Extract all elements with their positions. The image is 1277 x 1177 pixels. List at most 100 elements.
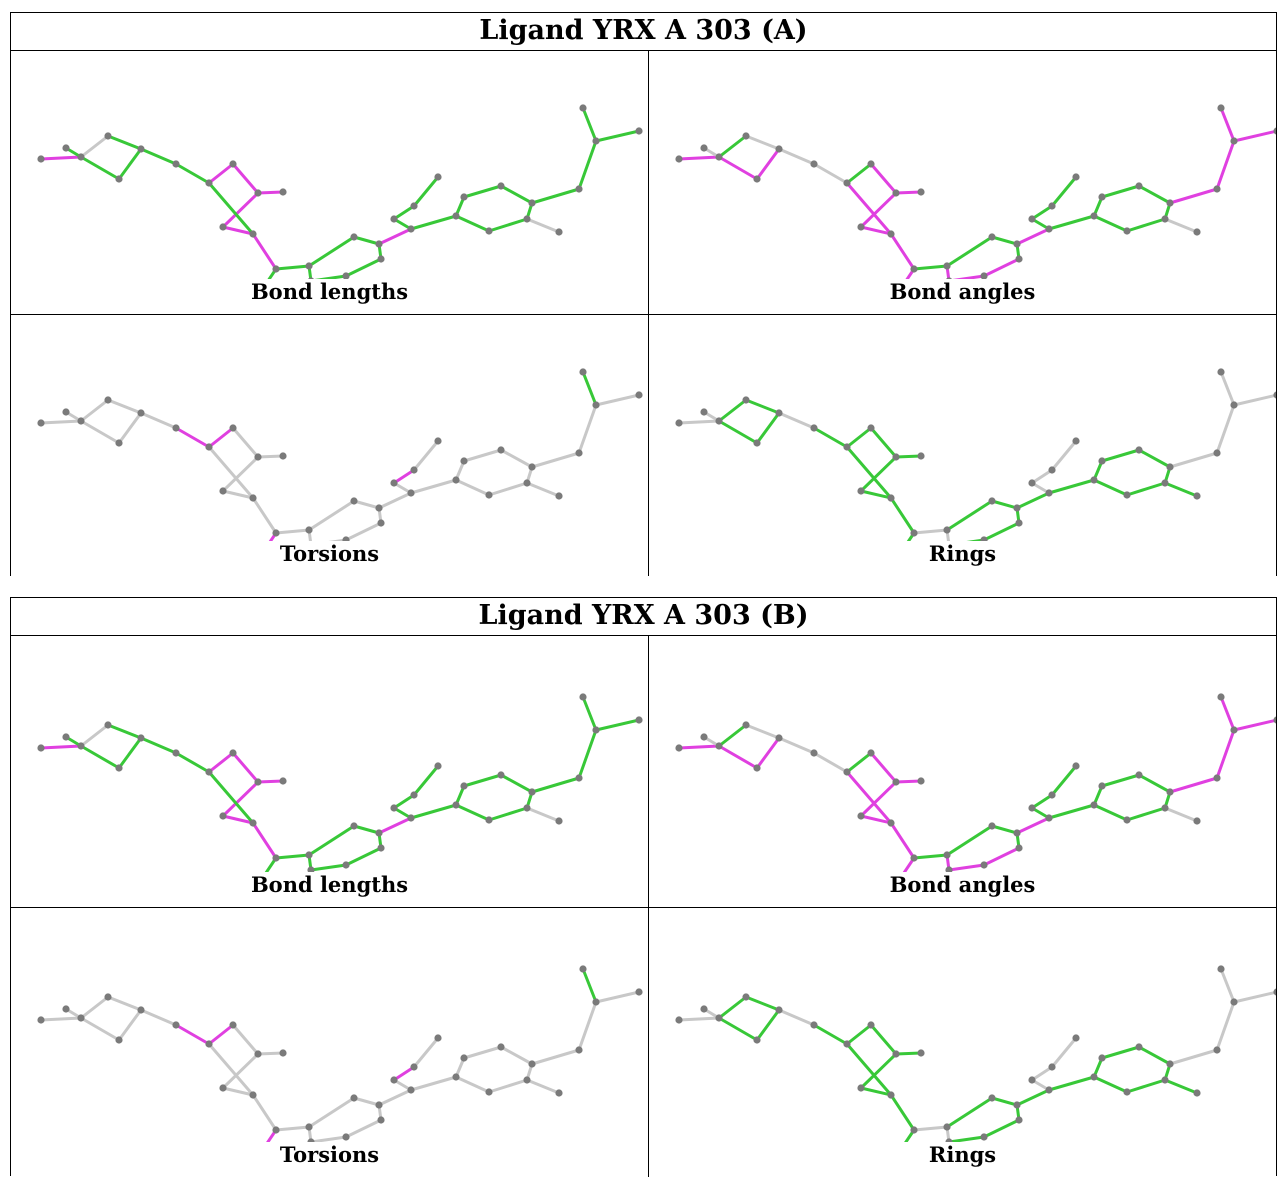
bond xyxy=(1092,478,1129,497)
atom xyxy=(715,1014,723,1022)
atom xyxy=(279,452,287,460)
bond xyxy=(409,214,458,231)
atom xyxy=(390,1076,398,1084)
atom xyxy=(700,733,708,741)
bond xyxy=(352,499,381,510)
atom xyxy=(1135,1043,1143,1051)
atom xyxy=(377,844,385,852)
bond xyxy=(717,723,748,748)
bond xyxy=(990,499,1019,510)
bond xyxy=(221,489,255,500)
bond xyxy=(392,468,416,485)
atom xyxy=(946,277,952,279)
bond xyxy=(39,419,83,425)
panel-caption: Bond angles xyxy=(889,279,1036,304)
atom xyxy=(229,424,237,432)
bond xyxy=(207,751,235,774)
bond xyxy=(487,217,529,233)
atom xyxy=(1217,965,1225,973)
bond xyxy=(251,496,278,535)
bond xyxy=(344,1118,383,1139)
panel-caption: Bond angles xyxy=(889,872,1036,897)
atom xyxy=(205,443,213,451)
atom xyxy=(1230,998,1238,1006)
atom xyxy=(434,1034,442,1042)
bond xyxy=(530,451,581,469)
atom xyxy=(892,189,900,197)
atom xyxy=(1015,255,1023,263)
bond xyxy=(577,728,598,780)
atom xyxy=(434,437,442,445)
atom xyxy=(887,819,895,827)
bond xyxy=(117,1008,143,1042)
bond xyxy=(947,1135,986,1142)
atom xyxy=(887,494,895,502)
atom xyxy=(375,829,383,837)
atom xyxy=(910,854,918,862)
atom xyxy=(892,453,900,461)
atom xyxy=(62,408,70,416)
atom xyxy=(910,529,918,537)
ligand-block-b: Ligand YRX A 303 (B) Bond lengths Bond a… xyxy=(10,597,1277,1177)
molecule-diagram xyxy=(37,965,643,1142)
molecule-diagram xyxy=(675,368,1276,541)
atom xyxy=(377,519,385,527)
bond xyxy=(859,455,898,493)
atom xyxy=(1015,519,1023,527)
atom xyxy=(988,1094,996,1102)
bond xyxy=(912,264,949,271)
bond xyxy=(525,217,561,234)
atom xyxy=(1013,829,1021,837)
atom xyxy=(307,866,315,872)
bond xyxy=(462,773,503,788)
atom xyxy=(137,145,145,153)
atom xyxy=(205,768,213,776)
atom xyxy=(104,396,112,404)
bond xyxy=(207,1042,255,1097)
atom xyxy=(1098,193,1106,201)
atom xyxy=(945,1138,953,1142)
atom xyxy=(892,778,900,786)
panel-bond-lengths: Bond lengths xyxy=(11,51,648,314)
bond xyxy=(352,235,381,246)
bond xyxy=(1219,967,1236,1004)
bond xyxy=(744,398,781,415)
atom xyxy=(1028,804,1036,812)
bond xyxy=(251,821,278,860)
bond xyxy=(499,184,534,205)
atom xyxy=(37,419,45,427)
bond xyxy=(207,426,235,449)
atom xyxy=(497,771,505,779)
atom xyxy=(635,391,643,399)
atom xyxy=(1015,844,1023,852)
atom xyxy=(775,409,783,417)
atom xyxy=(575,1046,583,1054)
bond xyxy=(744,134,781,151)
atom xyxy=(307,1138,315,1142)
atom xyxy=(943,1123,951,1131)
atom xyxy=(1028,215,1036,223)
molecule-diagram xyxy=(675,965,1276,1142)
bond xyxy=(328,538,348,541)
atom xyxy=(1135,446,1143,454)
atom xyxy=(342,861,350,869)
bond xyxy=(744,995,781,1012)
bond xyxy=(581,695,598,732)
atom xyxy=(917,188,925,196)
atom xyxy=(1045,1086,1053,1094)
bond xyxy=(1100,1045,1141,1060)
bond xyxy=(307,499,356,532)
atom xyxy=(887,1091,895,1099)
bond xyxy=(717,1016,759,1042)
atom xyxy=(943,262,951,270)
bond xyxy=(912,853,949,860)
bond xyxy=(1092,1075,1129,1094)
grid-divider xyxy=(648,51,649,576)
atom xyxy=(172,749,180,757)
atom xyxy=(700,1005,708,1013)
bond xyxy=(1137,448,1172,469)
atom xyxy=(308,277,314,279)
atom xyxy=(1273,716,1276,724)
atom xyxy=(219,223,227,231)
atom xyxy=(775,734,783,742)
